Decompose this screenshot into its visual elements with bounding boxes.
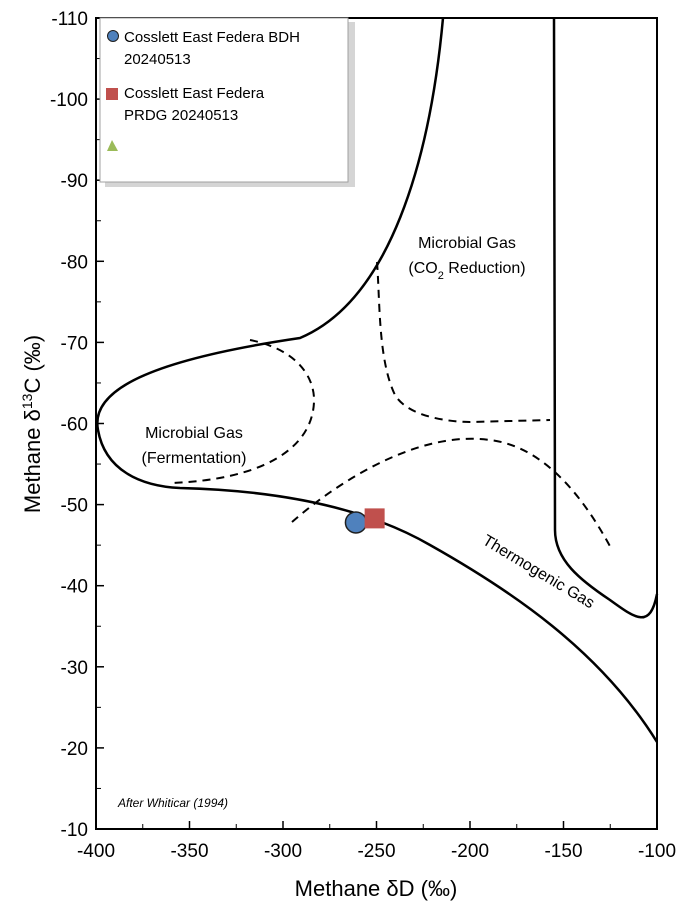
- x-tick-label: -200: [451, 841, 489, 862]
- boundary-dashed-co2: [376, 261, 551, 424]
- legend-label-prdg-line1: Cosslett East Federa: [124, 85, 265, 102]
- x-axis-title: Methane δD (‰): [295, 876, 458, 901]
- y-tick-label: -40: [61, 577, 88, 598]
- legend-label-bdh-line2: 20240513: [124, 51, 191, 68]
- point-prdg: [364, 508, 385, 529]
- region-label-fermentation-line2: (Fermentation): [142, 450, 247, 467]
- x-tick-labels: -400 -350 -300 -250 -200 -150 -100: [77, 841, 676, 862]
- y-tick-label: -90: [61, 171, 88, 192]
- y-tick-label: -10: [61, 820, 88, 841]
- region-label-thermogenic: Thermogenic Gas: [479, 532, 597, 612]
- x-tick-label: -100: [638, 841, 676, 862]
- x-tick-label: -150: [544, 841, 582, 862]
- boundary-dashed-thermogenic: [291, 437, 613, 551]
- legend-marker-triangle: [107, 140, 118, 151]
- y-tick-label: -50: [61, 496, 88, 517]
- y-tick-label: -80: [61, 252, 88, 273]
- data-points: [344, 508, 385, 534]
- credit-annotation: After Whiticar (1994): [117, 796, 228, 810]
- x-tick-label: -250: [357, 841, 395, 862]
- boundary-lines: [96, 17, 659, 743]
- legend-marker-bdh: [107, 30, 119, 42]
- legend-label-bdh-line1: Cosslett East Federa BDH: [124, 29, 300, 46]
- y-tick-label: -100: [50, 90, 88, 111]
- legend-marker-prdg: [106, 88, 118, 100]
- y-tick-labels: -110 -100 -90 -80 -70 -60 -50 -40 -30 -20 -10: [50, 9, 88, 841]
- x-tick-label: -300: [264, 841, 302, 862]
- y-tick-label: -110: [51, 9, 88, 30]
- boundary-dashed-fermentation: [169, 339, 316, 484]
- point-bdh: [344, 511, 368, 534]
- legend-box: [99, 17, 349, 183]
- y-tick-label: -60: [61, 415, 88, 436]
- y-tick-label: -20: [61, 739, 88, 760]
- region-label-co2-line2: (CO2 Reduction): [408, 260, 525, 282]
- x-tick-label: -400: [77, 841, 115, 862]
- region-label-co2-line1: Microbial Gas: [418, 235, 516, 252]
- x-tick-label: -350: [170, 841, 208, 862]
- legend: Cosslett East Federa BDH 20240513 Cossle…: [99, 17, 355, 187]
- y-tick-label: -70: [61, 333, 88, 354]
- y-tick-label: -30: [61, 658, 88, 679]
- y-axis-title: Methane δ13C (‰): [19, 335, 45, 513]
- region-label-fermentation-line1: Microbial Gas: [145, 425, 243, 442]
- legend-label-prdg-line2: PRDG 20240513: [124, 107, 238, 124]
- boundary-solid-upper-right: [552, 17, 659, 619]
- boundary-solid-upper-left: [96, 17, 659, 743]
